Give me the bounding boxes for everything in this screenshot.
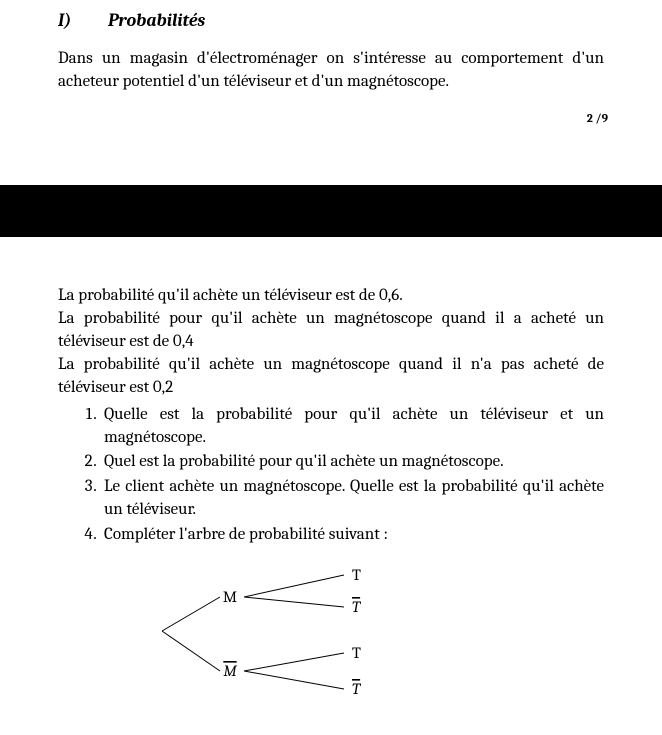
page-separator-bar	[0, 185, 662, 237]
tree-svg: MMTTTT	[122, 561, 422, 701]
body-line-3: La probabilité qu'il achète un magnétosc…	[58, 354, 604, 400]
svg-text:M: M	[223, 588, 237, 606]
svg-text:T: T	[352, 598, 362, 616]
probability-tree: MMTTTT	[122, 561, 604, 705]
question-item: Quel est la probabilité pour qu'il achèt…	[100, 451, 604, 474]
body-line-1: La probabilité qu'il achète un téléviseu…	[58, 285, 604, 308]
svg-text:T: T	[352, 644, 361, 662]
svg-text:M: M	[223, 662, 237, 680]
question-item: Compléter l'arbre de probabilité suivant…	[100, 524, 604, 547]
question-item: Le client achète un magnétoscope. Quelle…	[100, 476, 604, 522]
page-number: 2 /9	[58, 111, 608, 125]
body-line-2: La probabilité pour qu'il achète un magn…	[58, 308, 604, 354]
heading-number: I)	[58, 10, 104, 31]
svg-text:T: T	[352, 680, 362, 698]
heading-title: Probabilités	[108, 10, 205, 31]
intro-paragraph: Dans un magasin d'électroménager on s'in…	[58, 48, 604, 94]
question-item: Quelle est la probabilité pour qu'il ach…	[100, 404, 604, 450]
questions-list: Quelle est la probabilité pour qu'il ach…	[58, 404, 604, 548]
svg-text:T: T	[352, 566, 361, 584]
section-heading: I) Probabilités	[58, 10, 604, 31]
